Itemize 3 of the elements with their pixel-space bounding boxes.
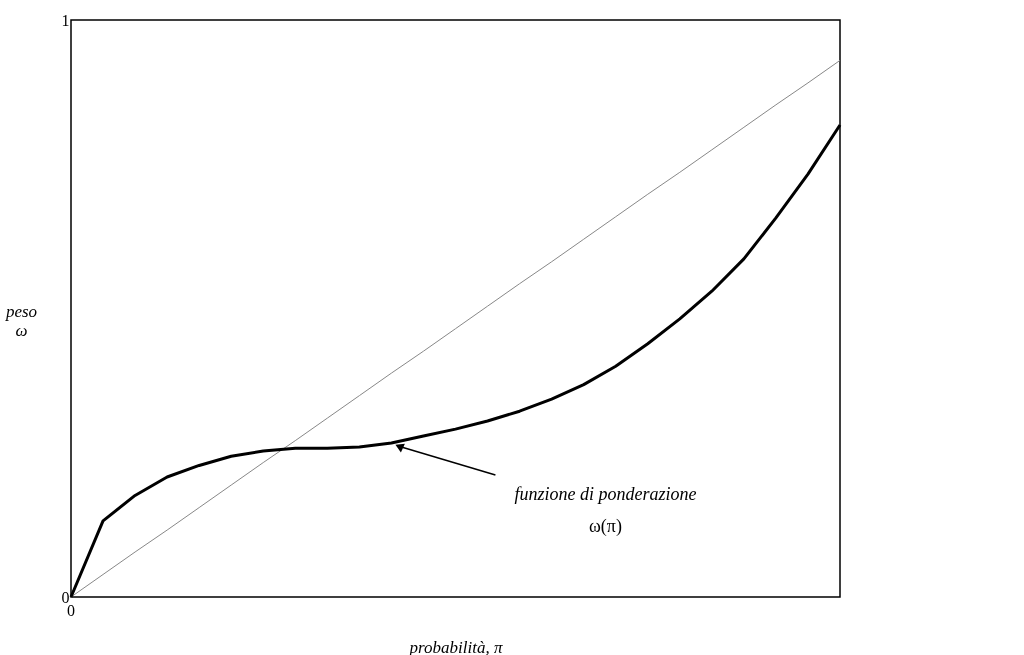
y-axis-title: peso ω <box>4 301 38 340</box>
y-tick-label: 1 <box>61 11 70 29</box>
annotation: funzione di ponderazione ω(π) <box>514 483 697 537</box>
